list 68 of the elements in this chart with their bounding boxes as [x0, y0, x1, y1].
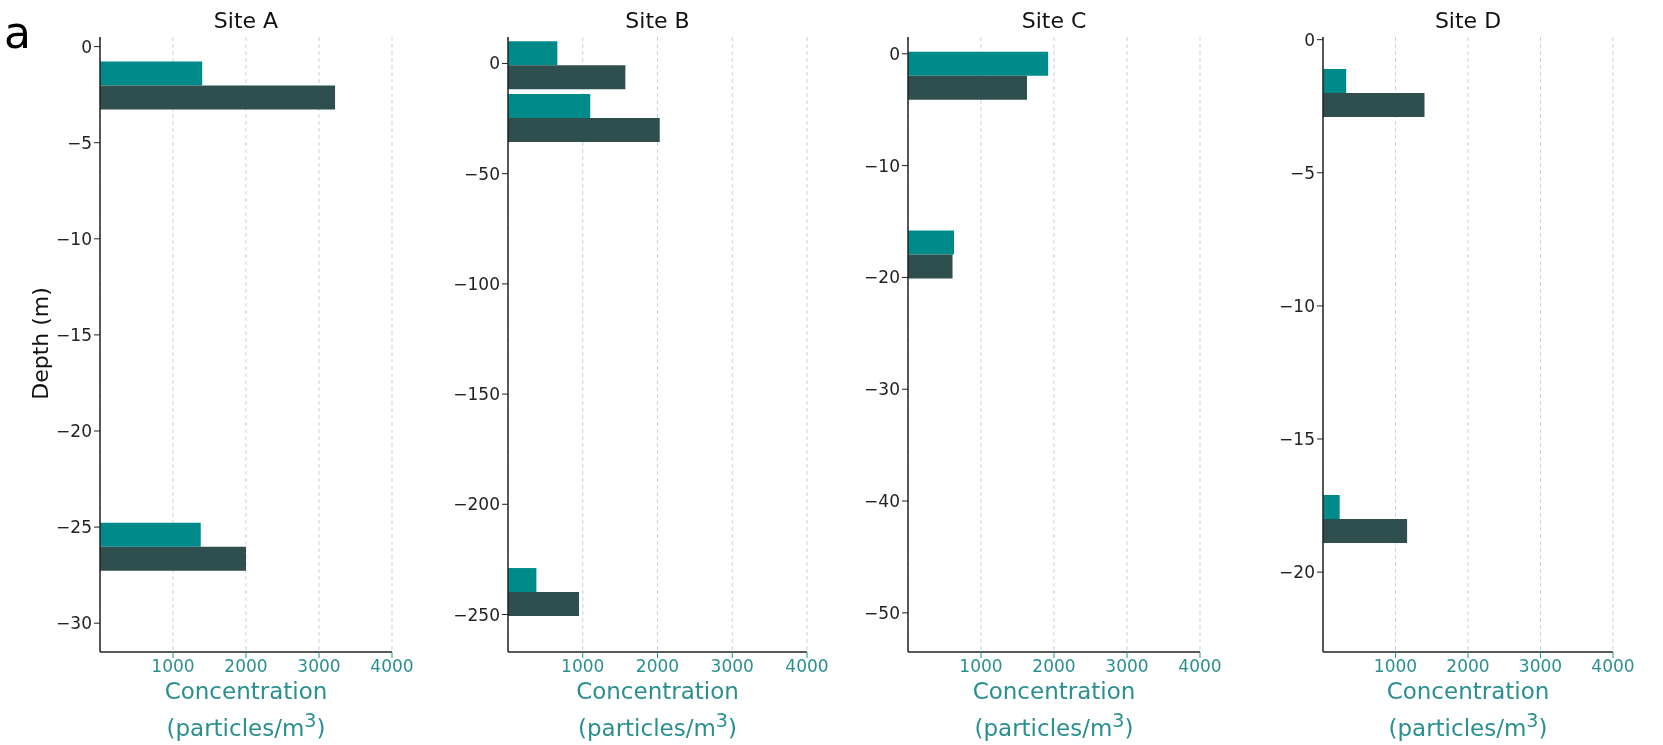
x-tick-label: 3000: [1518, 656, 1563, 677]
x-tick-label: 1000: [151, 656, 195, 677]
text: a: [4, 7, 31, 58]
y-tick-label: −20: [864, 267, 900, 288]
x-tick-label: 1000: [561, 656, 605, 677]
x-tick-label: 4000: [370, 656, 414, 677]
y-tick-label: −20: [56, 421, 92, 442]
chart-title: Site C: [1020, 8, 1088, 33]
x-tick-label: 4000: [785, 656, 829, 677]
bar: [100, 61, 203, 86]
chart-title: Site D: [1433, 8, 1503, 33]
bar: [1323, 494, 1340, 519]
y-tick-label: −15: [1279, 429, 1315, 450]
y-tick-label: 0: [81, 36, 92, 57]
y-axis-title: Depth (m): [27, 285, 53, 402]
bar: [508, 41, 558, 66]
y-tick-label: −30: [864, 379, 900, 400]
y-tick-label: 0: [1304, 29, 1315, 50]
x-tick-label: 1000: [959, 656, 1003, 677]
chart-title: Site B: [624, 8, 691, 33]
x-tick-label: 1000: [1373, 656, 1418, 677]
bar: [1323, 92, 1425, 117]
x-axis-title: Concentration (particles/m$^{3}$): [971, 677, 1137, 743]
x-tick-label: 3000: [297, 656, 341, 677]
bar: [1323, 68, 1347, 93]
y-tick-label: −200: [453, 494, 500, 515]
bar: [508, 65, 626, 90]
bar: [1323, 518, 1408, 543]
x-tick-label: 4000: [1591, 656, 1635, 677]
x-tick-label: 2000: [1032, 656, 1076, 677]
y-tick-label: −25: [56, 517, 92, 538]
bar: [508, 94, 591, 119]
x-tick-label: 2000: [224, 656, 268, 677]
x-tick-label: 2000: [635, 656, 680, 677]
y-tick-label: −5: [1289, 162, 1315, 183]
y-tick-label: −150: [453, 384, 500, 405]
y-tick-label: −50: [464, 163, 500, 184]
y-tick-label: 0: [489, 53, 500, 74]
bar: [100, 546, 246, 571]
bar: [908, 254, 953, 279]
y-tick-label: −250: [453, 604, 500, 625]
x-axis-title: Concentration (particles/m$^{3}$): [575, 677, 740, 743]
x-tick-label: 4000: [1178, 656, 1222, 677]
y-tick-label: −50: [864, 602, 900, 623]
x-axis-title: Concentration (particles/m$^{3}$): [163, 677, 329, 743]
bar: [100, 85, 336, 110]
x-axis-title: Concentration (particles/m$^{3}$): [1385, 677, 1551, 743]
x-tick-label: 3000: [1105, 656, 1149, 677]
x-tick-label: 3000: [710, 656, 754, 677]
y-tick-label: −20: [1279, 562, 1315, 583]
y-tick-label: −10: [864, 155, 900, 176]
bar: [908, 230, 954, 255]
bar: [908, 75, 1027, 100]
y-tick-label: −100: [453, 273, 500, 294]
bar: [908, 51, 1049, 76]
y-tick-label: −5: [66, 132, 92, 153]
bar: [508, 568, 537, 593]
bar: [508, 118, 660, 143]
y-tick-label: −40: [864, 491, 900, 512]
x-tick-label: 2000: [1446, 656, 1490, 677]
bar: [508, 592, 580, 617]
y-tick-label: −30: [56, 613, 92, 634]
y-tick-label: 0: [889, 43, 900, 64]
y-tick-label: −15: [56, 324, 92, 345]
chart-title: Site A: [212, 8, 280, 33]
bar: [100, 522, 201, 547]
y-tick-label: −10: [1279, 295, 1315, 316]
y-tick-label: −10: [56, 228, 92, 249]
